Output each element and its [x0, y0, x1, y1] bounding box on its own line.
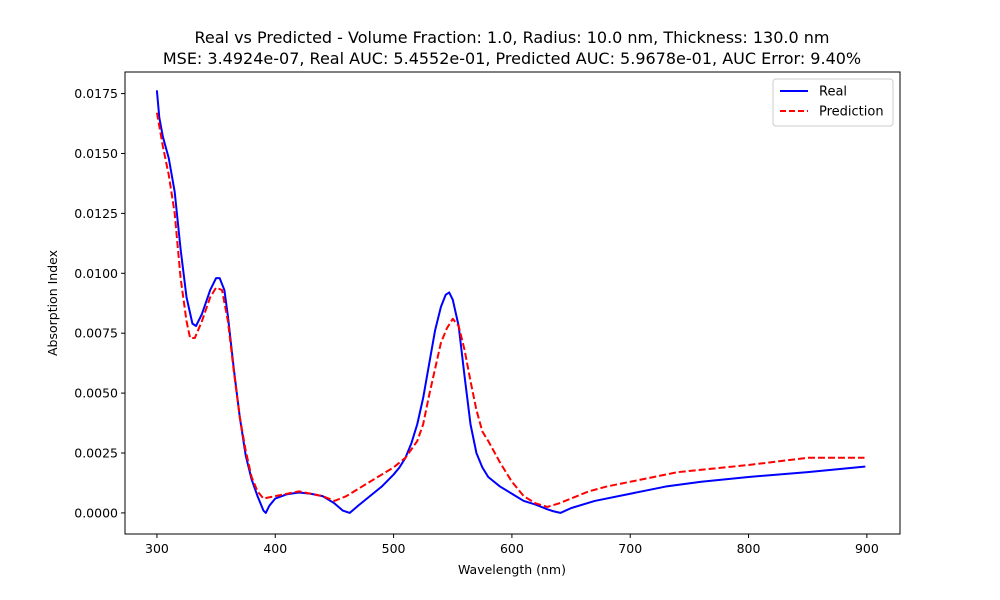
plot-area-frame — [124, 71, 901, 535]
y-tick-label: 0.0000 — [74, 505, 118, 520]
legend-label-real: Real — [819, 85, 847, 100]
y-tick-label: 0.0100 — [74, 266, 118, 281]
x-tick-label: 800 — [737, 541, 761, 556]
y-axis-label: Absorption Index — [45, 250, 60, 356]
x-axis-label: Wavelength (nm) — [458, 562, 566, 577]
y-tick-label: 0.0175 — [74, 86, 118, 101]
y-tick-label: 0.0025 — [74, 446, 118, 461]
chart-subtitle: MSE: 3.4924e-07, Real AUC: 5.4552e-01, P… — [163, 49, 861, 68]
x-tick-label: 400 — [263, 541, 287, 556]
y-tick-label: 0.0050 — [74, 386, 118, 401]
x-tick-label: 600 — [500, 541, 524, 556]
y-axis: 0.0000 0.0025 0.0050 0.0075 0.0100 0.0125 0.01… — [74, 86, 125, 520]
chart-title: Real vs Predicted - Volume Fraction: 1.0… — [195, 28, 830, 47]
x-tick-label: 500 — [382, 541, 406, 556]
series-layer — [155, 90, 866, 514]
series-line-prediction — [155, 112, 865, 508]
legend-label-prediction: Prediction — [819, 105, 884, 120]
x-tick-label: 300 — [145, 541, 169, 556]
y-tick-label: 0.0125 — [74, 206, 118, 221]
x-tick-label: 900 — [855, 541, 879, 556]
x-axis: 300 400 500 600 700 800 900 — [145, 534, 879, 556]
legend: Real Prediction — [772, 78, 894, 127]
y-tick-label: 0.0150 — [74, 146, 118, 161]
x-tick-label: 700 — [618, 541, 642, 556]
y-tick-label: 0.0075 — [74, 326, 118, 341]
series-line-real — [155, 90, 866, 514]
